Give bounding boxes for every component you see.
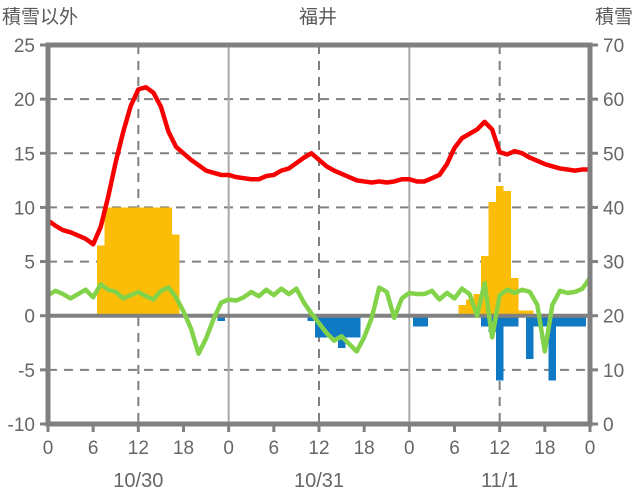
y2-axis-tick-label: 20 [603,307,624,328]
y-axis-tick-label: 15 [14,144,35,165]
x-axis-tick-label: 18 [534,438,555,459]
y2-axis-tick-label: 10 [603,361,624,382]
x-axis-tick-label: 0 [223,438,234,459]
x-axis-tick-label: 6 [88,438,99,459]
x-axis-tick-label: 0 [404,438,415,459]
page-title: 福井 [298,7,337,28]
axis-ticks-layer [40,43,598,432]
y-axis-tick-label: 10 [14,198,35,219]
y-axis-tick-label: 0 [24,307,35,328]
y2-axis-tick-label: 50 [603,144,624,165]
y2-axis-tick-label: 40 [603,198,624,219]
y2-axis-tick-label: 30 [603,253,624,274]
y-axis-tick-label: 20 [14,90,35,111]
left-axis-unit-label: 積雪以外 [2,7,79,28]
y2-axis-tick-label: 60 [603,90,624,111]
y-axis-tick-label: -5 [18,361,35,382]
x-axis-tick-label: 12 [489,438,510,459]
x-axis-tick-label: 6 [269,438,280,459]
x-axis-date-label: 10/30 [113,470,163,492]
y2-axis-tick-label: 0 [603,415,614,436]
x-axis-tick-label: 6 [449,438,460,459]
x-axis-date-label: 10/31 [294,470,344,492]
x-axis-tick-label: 18 [354,438,375,459]
y-axis-tick-label: 5 [24,253,35,274]
lines-layer [45,84,593,356]
y2-axis-tick-label: 70 [603,36,624,57]
x-axis-tick-label: 18 [173,438,194,459]
y-axis-tick-label: 25 [14,36,35,57]
x-axis-tick-label: 0 [43,438,54,459]
x-axis-tick-label: 12 [308,438,329,459]
y-axis-tick-label: -10 [8,415,35,436]
x-axis-tick-label: 0 [585,438,596,459]
x-axis-tick-label: 12 [128,438,149,459]
x-axis-date-label: 11/1 [481,470,518,492]
right-axis-unit-label: 積雪 [594,7,633,28]
